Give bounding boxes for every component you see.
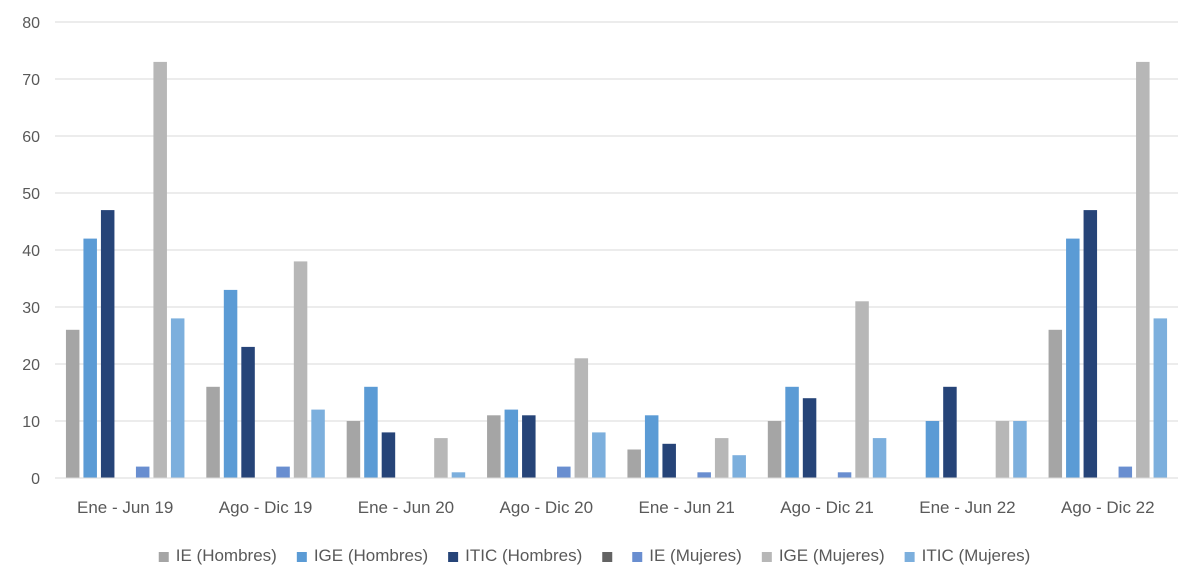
bar [872,438,887,478]
y-tick-label: 10 [22,414,40,431]
legend-item: IE (Mujeres) [632,546,742,565]
bar [65,329,80,478]
x-category-label: Ene - Jun 22 [919,498,1015,517]
legend-swatch [448,552,459,562]
bar [802,398,817,478]
bar [434,438,448,478]
y-tick-label: 40 [22,243,40,260]
bar [1136,61,1150,479]
x-category-label: Ene - Jun 21 [638,498,734,517]
bar [1083,210,1098,478]
x-category-label: Ago - Dic 21 [780,498,874,517]
bar [170,318,185,478]
bar [1153,318,1168,478]
bar [504,409,519,478]
y-tick-label: 30 [22,300,40,317]
bar [1066,238,1080,478]
y-tick-label: 0 [31,471,40,488]
bar [364,386,378,478]
legend-item: ITIC (Hombres) [448,546,582,565]
legend-label: ITIC (Hombres) [465,546,582,565]
bar [206,386,220,478]
bar [732,455,746,478]
bar [153,61,167,479]
y-tick-label: 20 [22,357,40,374]
y-axis-tick-labels: 0 10 20 30 40 50 60 70 80 [22,15,40,488]
bar [1118,466,1133,478]
legend-item: IGE (Mujeres) [761,546,885,565]
bar [276,466,290,478]
bar [995,421,1010,478]
bar [241,346,255,478]
bar [1013,421,1027,478]
bar [837,472,852,478]
bar [855,301,869,478]
bar [697,472,711,478]
bar [311,409,325,478]
bar [557,466,571,478]
legend-item: ITIC (Mujeres) [904,546,1031,565]
bar [785,386,799,478]
y-tick-label: 80 [22,15,40,32]
x-category-label: Ago - Dic 20 [500,498,594,517]
bar [223,289,238,478]
bar [293,261,308,478]
x-category-label: Ene - Jun 20 [358,498,454,517]
bar [83,238,97,478]
legend-swatch [602,552,613,562]
bar [522,415,536,478]
bar [644,415,659,478]
legend-label: IGE (Mujeres) [779,546,885,565]
legend-item: IGE (Hombres) [296,546,428,565]
bar [135,466,150,478]
y-tick-label: 50 [22,186,40,203]
bars [65,61,1168,479]
legend-label: IE (Mujeres) [649,546,742,565]
legend-item [602,552,613,562]
bar [662,443,676,478]
y-tick-label: 70 [22,72,40,89]
bar [487,415,501,478]
x-category-label: Ago - Dic 22 [1061,498,1155,517]
legend-item: IE (Hombres) [158,546,277,565]
legend-swatch [158,552,169,562]
bar [714,438,729,478]
x-category-label: Ago - Dic 19 [219,498,313,517]
x-category-label: Ene - Jun 19 [77,498,173,517]
gridlines [55,21,1178,422]
bar [943,386,957,478]
bar [100,210,115,478]
bar [767,421,782,478]
y-tick-label: 60 [22,129,40,146]
legend-swatch [632,552,643,562]
legend-label: IGE (Hombres) [314,546,428,565]
legend-label: ITIC (Mujeres) [922,546,1031,565]
legend-swatch [761,552,772,562]
x-axis-category-labels: Ene - Jun 19 Ago - Dic 19 Ene - Jun 20 Ago … [77,498,1155,517]
bar [1048,329,1063,478]
bar [451,472,466,478]
bar [574,358,589,478]
bar [346,421,361,478]
bar [627,449,641,478]
bar [925,421,940,478]
legend-swatch [904,552,915,562]
legend: IE (Hombres) IGE (Hombres) ITIC (Hombres) I… [158,546,1031,565]
legend-label: IE (Hombres) [176,546,277,565]
bar [381,432,396,478]
legend-swatch [296,552,307,562]
bar [592,432,606,478]
